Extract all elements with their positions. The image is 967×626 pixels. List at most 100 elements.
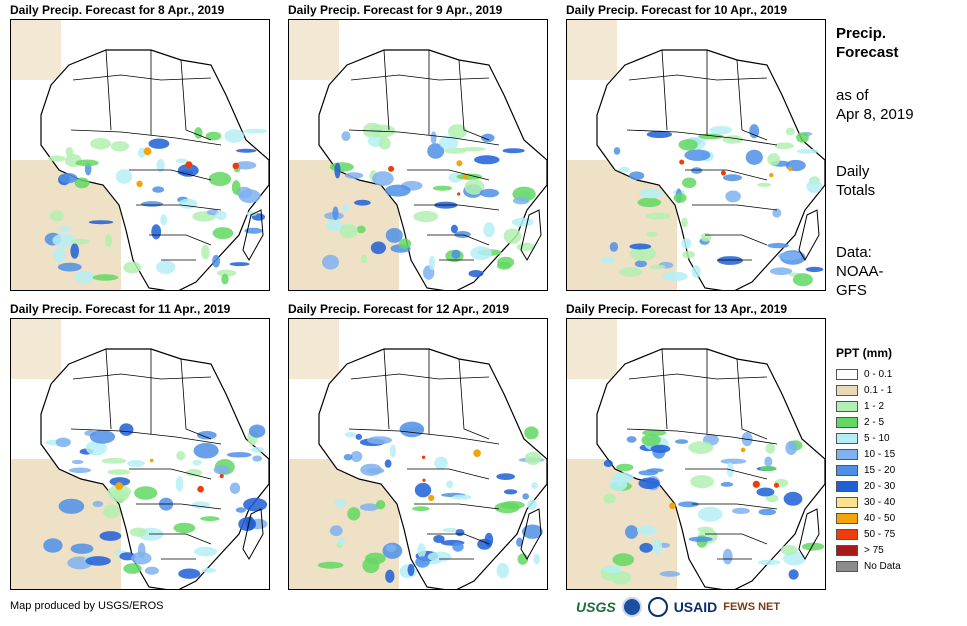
country-border [72,373,212,380]
precip-blob [156,260,176,274]
precip-blob [53,247,66,263]
precip-blob [496,473,516,480]
as-of-value: Apr 8, 2019 [836,106,914,123]
panel-title: Daily Precip. Forecast for 12 Apr., 2019 [288,302,509,316]
precip-blob [148,138,170,149]
precip-blob [88,220,114,225]
precip-blob [244,227,263,234]
precip-blob [194,127,203,139]
precip-blob [684,149,711,161]
madagascar-outline [520,508,542,560]
precip-blob [43,538,63,553]
precip-blob [48,155,66,162]
precip-blob [778,251,802,260]
precip-blob [681,217,688,228]
precip-blob [337,537,345,545]
heavy-precip-spot [143,147,152,156]
precip-blob [215,210,227,221]
country-border [705,533,768,545]
dry-area [567,319,617,379]
precip-blob [723,174,742,182]
precip-blob [123,563,142,574]
precip-blob [609,242,619,252]
precip-blob [629,171,645,180]
country-border [458,59,490,141]
legend-swatch [836,368,858,380]
madagascar-outline [520,209,542,261]
precip-blob [85,556,111,566]
precip-blob [131,551,152,565]
heavy-precip-spot [457,192,461,196]
precip-blob [652,538,663,555]
precip-blob [681,238,692,249]
precip-blob [474,155,500,165]
country-border [692,204,778,211]
precip-blob [522,493,530,500]
precip-blob [450,224,458,234]
precip-blob [456,173,483,180]
heavy-precip-spot [462,173,468,180]
legend-item: 15 - 20 [836,462,961,478]
precip-blob [385,569,395,583]
precip-blob [205,131,222,141]
precip-blob [805,266,824,273]
precip-blob [697,506,723,522]
heavy-precip-spot [752,480,760,488]
precip-blob [193,442,219,459]
precip-blob [347,507,361,521]
legend-item: 30 - 40 [836,494,961,510]
precip-blob [673,193,687,203]
precip-blob [439,135,459,150]
heavy-precip-spot [422,478,426,482]
precip-blob [74,270,95,284]
country-border [348,129,500,146]
legend-label: 1 - 2 [864,400,885,412]
precip-blob [483,222,495,238]
precip-blob [385,184,411,197]
precip-blob [720,482,734,487]
precip-blob [757,182,772,187]
precip-blob [385,544,397,552]
precip-blob [201,567,217,573]
legend-label: 20 - 30 [864,480,896,492]
noaa-logo-icon [621,597,642,617]
precip-blob [144,566,159,575]
country-border [149,234,212,246]
precip-blob [461,146,486,152]
credit-text: Map produced by USGS/EROS [10,600,164,612]
precip-blob [251,446,265,453]
legend-swatch [836,496,858,508]
heavy-precip-spot [136,180,143,187]
heavy-precip-spot [421,455,426,459]
precip-map [288,318,548,590]
precip-blob [385,228,403,243]
precip-blob [533,553,540,565]
precip-blob [629,243,652,250]
precip-blob [231,180,241,195]
precip-blob [326,219,344,231]
precip-blob [344,172,364,179]
panel-title: Daily Precip. Forecast for 9 Apr., 2019 [288,3,503,17]
data-line3: GFS [836,282,867,299]
legend-item: No Data [836,558,961,574]
heavy-precip-spot [185,161,193,169]
precip-blob [178,198,198,209]
precip-blob [59,173,78,184]
precip-blob [367,436,392,445]
precip-blob [432,185,452,191]
country-border [136,204,222,211]
side-title-line2: Forecast [836,44,899,61]
precip-blob [758,508,776,516]
precip-blob [129,527,148,537]
precip-blob [512,197,530,205]
precip-blob [659,571,681,577]
usgs-logo: USGS [576,599,616,615]
country-border [407,169,490,181]
legend-label: 15 - 20 [864,464,896,476]
legend-item: 5 - 10 [836,430,961,446]
precip-blob [427,551,452,562]
precip-blob [356,225,366,234]
precip-blob [788,569,799,580]
madagascar-outline [798,209,820,261]
precip-blob [451,249,461,259]
